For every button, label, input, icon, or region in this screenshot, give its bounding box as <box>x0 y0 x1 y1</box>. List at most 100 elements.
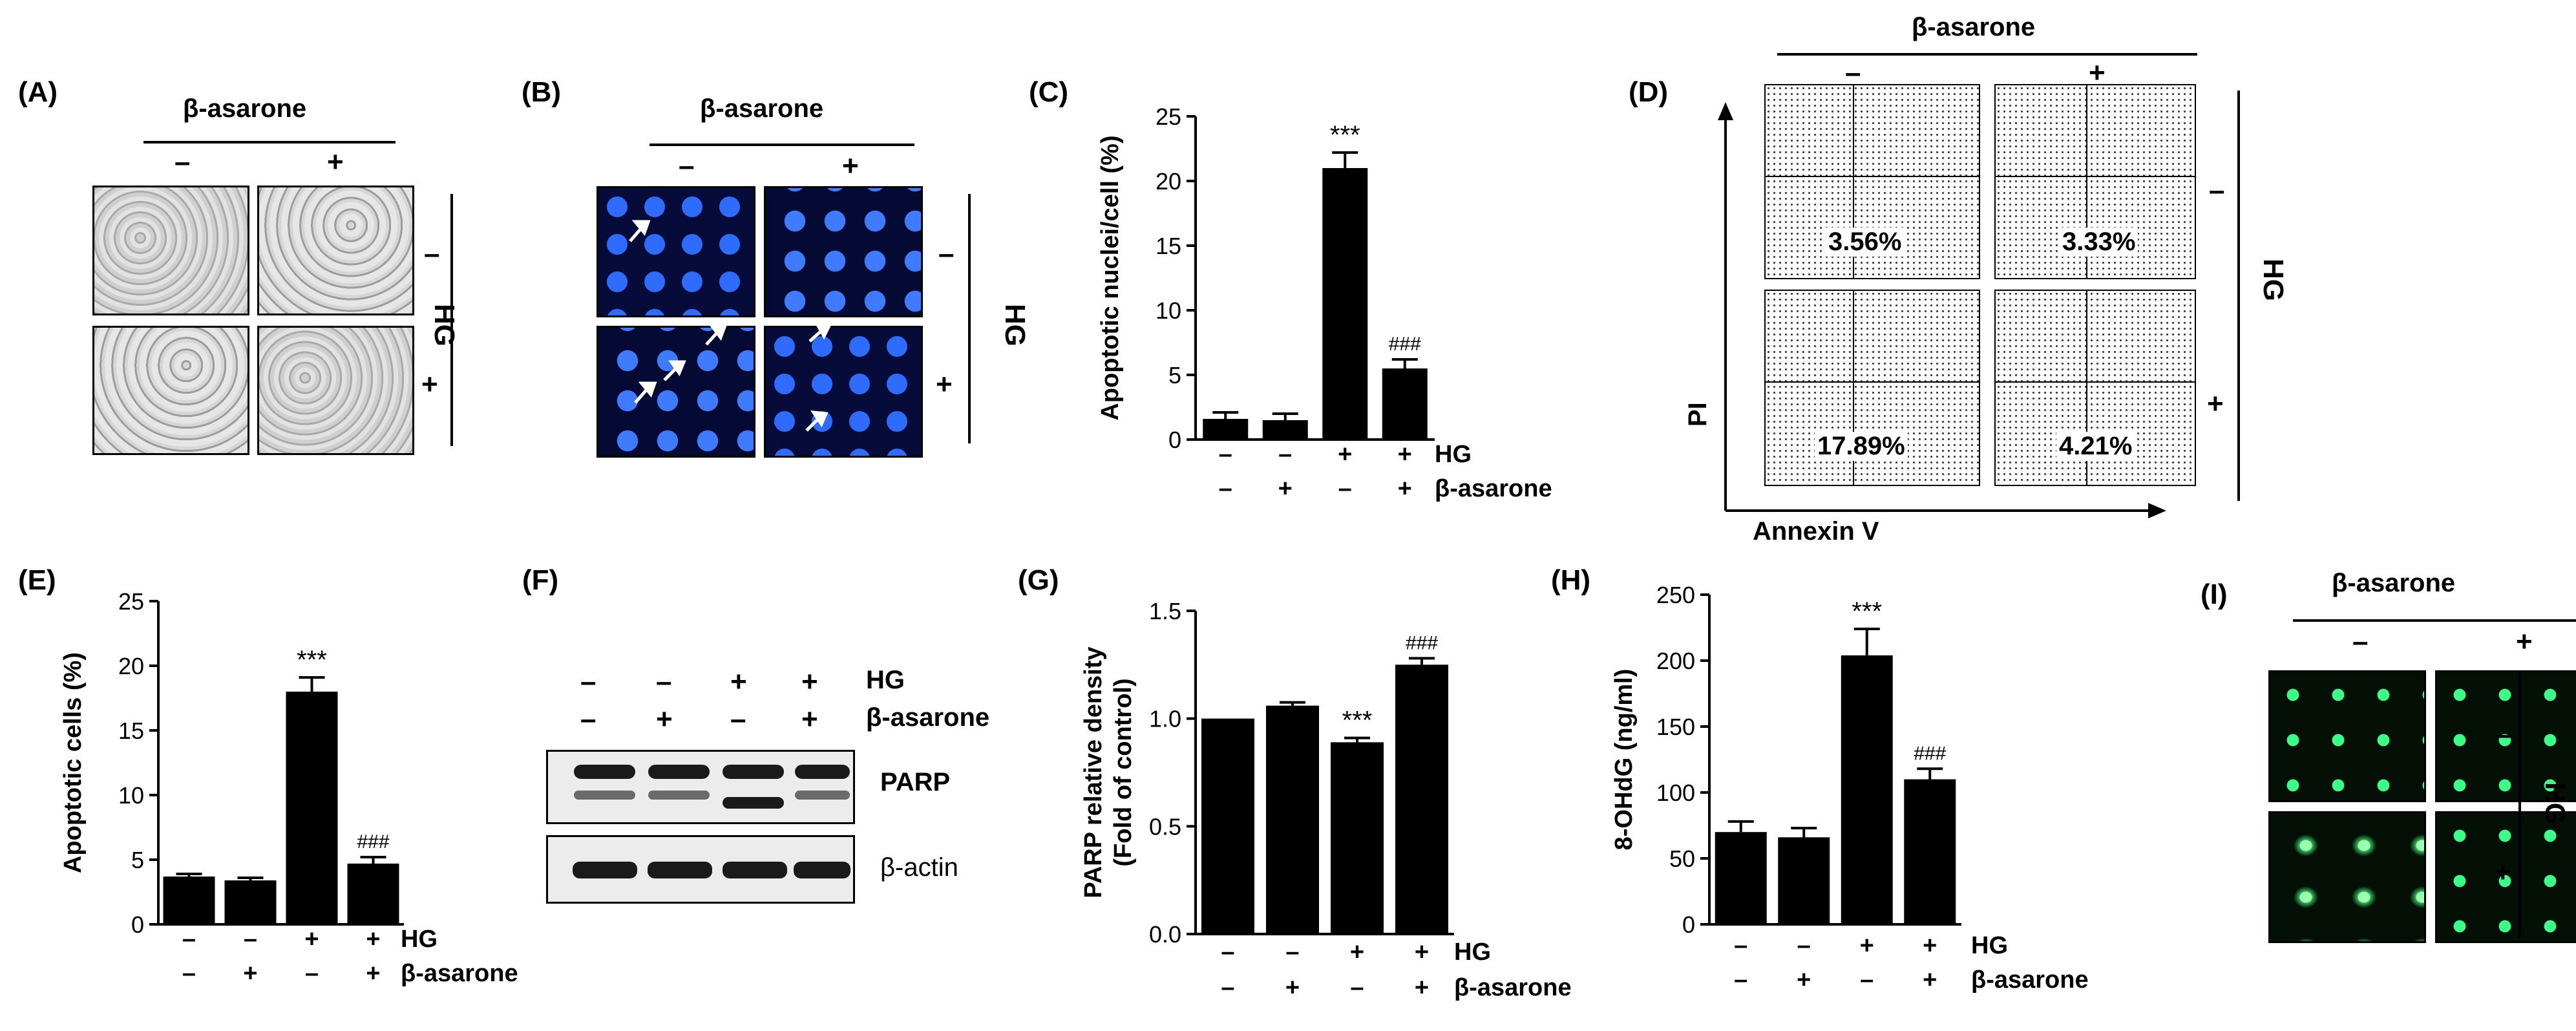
beta-sign: + <box>1415 974 1429 1001</box>
hg-sign: – <box>1278 441 1292 468</box>
panel-b-side-line <box>968 194 971 443</box>
dapi-image-3 <box>596 326 755 458</box>
panel-a-side-line <box>450 194 453 446</box>
blot-actin <box>546 835 855 904</box>
comet-image-1 <box>2268 670 2426 802</box>
dapi-image-2 <box>764 186 923 317</box>
bar-HG+β-asarone <box>1382 368 1428 440</box>
flow-plot-4 <box>1994 290 2196 486</box>
beta-sign: + <box>1398 475 1412 502</box>
panel-a-beta-header: β-asarone <box>183 94 307 123</box>
panel-b-label: (B) <box>522 76 562 108</box>
significance-label: *** <box>1852 597 1882 626</box>
beta-row-label: β-asarone <box>1971 966 2089 994</box>
y-tick-label: 200 <box>1656 648 1695 674</box>
y-axis-label: PARP relative density <box>1080 646 1107 898</box>
panel-b-hg-label: HG <box>999 304 1031 346</box>
beta-sign: + <box>1285 974 1300 1001</box>
bar-HG+β-asarone <box>347 864 399 924</box>
significance-label: *** <box>1330 121 1360 149</box>
flow-ylabel: PI <box>1684 402 1712 427</box>
micrograph-a-4 <box>257 326 414 455</box>
beta-sign: – <box>1350 974 1364 1001</box>
panel-b-col-minus: – <box>679 150 695 182</box>
panel-e-label: (E) <box>18 564 56 596</box>
y-tick-label: 10 <box>118 782 144 809</box>
beta-sign: – <box>1338 475 1352 502</box>
hg-row-label: HG <box>401 926 438 953</box>
chart-e: 0 5 10 15 20 25 Apoptotic cells (%) – – – + *** + – ##… <box>59 588 518 987</box>
flow-axes <box>1718 102 2166 518</box>
beta-row-label: β-asarone <box>1454 974 1572 1001</box>
panel-a-row-plus: + <box>421 368 438 400</box>
chart-h: 0 50 100 150 200 250 8-OHdG (ng/ml) – – – + *** + – ##… <box>1610 582 2089 994</box>
flow-xlabel: Annexin V <box>1753 517 1879 546</box>
y-tick-label: 0 <box>1168 427 1181 453</box>
panel-d-side-line <box>2237 90 2240 501</box>
hg-sign: – <box>1797 932 1811 959</box>
comet-image-4 <box>2435 811 2576 943</box>
hg-sign: – <box>1219 441 1232 468</box>
panel-a-row-minus: – <box>424 238 440 270</box>
blot-beta-4: + <box>801 703 818 735</box>
micrograph-a-1 <box>92 186 249 315</box>
bar-HG <box>1322 168 1368 440</box>
panel-b-header-line <box>649 143 914 146</box>
beta-sign: – <box>1860 966 1874 994</box>
significance-label: *** <box>297 646 327 674</box>
y-tick-label: 0.5 <box>1149 813 1181 840</box>
beta-sign: – <box>1221 974 1234 1001</box>
panel-b-row-plus: + <box>936 368 953 400</box>
y-tick-label: 20 <box>1156 168 1181 195</box>
beta-sign: + <box>366 960 380 987</box>
panel-i-col-plus: + <box>2516 626 2533 657</box>
hg-sign: + <box>1415 939 1429 966</box>
hg-sign: – <box>1285 939 1299 966</box>
bar-Ctrl <box>1203 419 1249 440</box>
hg-row-label: HG <box>1454 939 1491 966</box>
hg-row-label: HG <box>1435 441 1472 468</box>
y-tick-label: 5 <box>1168 362 1181 388</box>
significance-label: ### <box>1389 334 1421 355</box>
hg-sign: – <box>182 926 196 953</box>
panel-d-col-plus: + <box>2089 57 2106 89</box>
beta-sign: – <box>182 960 196 987</box>
y-tick-label: 25 <box>1156 103 1181 130</box>
blot-beta-3: – <box>730 703 746 735</box>
panel-d-row-minus: – <box>2209 175 2225 206</box>
arrow-icon <box>810 410 829 428</box>
chart-c: 0 5 10 15 20 25 Apoptotic nuclei/cell (%) – – – + *… <box>1097 103 1552 502</box>
y-axis-label: 8-OHdG (ng/ml) <box>1610 669 1638 851</box>
chart-g: 0.0 0.5 1.0 1.5 PARP relative density (Fold o… <box>1080 598 1572 1001</box>
panel-b-beta-header: β-asarone <box>700 94 824 123</box>
panel-d-hg-label: HG <box>2257 259 2289 301</box>
panel-d-row-plus: + <box>2207 388 2224 420</box>
y-tick-label: 50 <box>1669 845 1695 872</box>
comet-image-2 <box>2435 670 2576 802</box>
flow-value-1: 3.56% <box>1826 228 1905 257</box>
y-tick-label: 5 <box>131 847 144 873</box>
significance-label: *** <box>1342 707 1373 735</box>
hg-sign: + <box>1350 939 1364 966</box>
panel-i-row-plus: + <box>2495 856 2511 888</box>
arrow-icon <box>638 381 657 398</box>
panel-i-beta-header: β-asarone <box>2332 569 2456 597</box>
arrow-right-icon <box>2148 503 2166 518</box>
hg-sign: + <box>1338 441 1352 468</box>
bar-HG+β-asarone <box>1395 664 1448 934</box>
panel-i-header-line <box>2293 619 2576 622</box>
y-tick-label: 10 <box>1156 297 1181 324</box>
beta-sign: – <box>1734 966 1747 994</box>
beta-row-label: β-asarone <box>1435 475 1552 502</box>
bar-HG+β-asarone <box>1904 779 1956 924</box>
bar-HG <box>1331 742 1384 934</box>
y-tick-label: 0 <box>1682 911 1695 938</box>
beta-sign: + <box>1278 475 1293 502</box>
panel-i-row-minus: – <box>2498 719 2514 750</box>
beta-sign: + <box>243 960 257 987</box>
panel-a-hg-label: HG <box>428 304 460 346</box>
panel-a-header-line <box>143 141 396 143</box>
y-tick-label: 15 <box>118 717 144 744</box>
dapi-arrows <box>629 220 832 432</box>
beta-sign: – <box>305 960 319 987</box>
